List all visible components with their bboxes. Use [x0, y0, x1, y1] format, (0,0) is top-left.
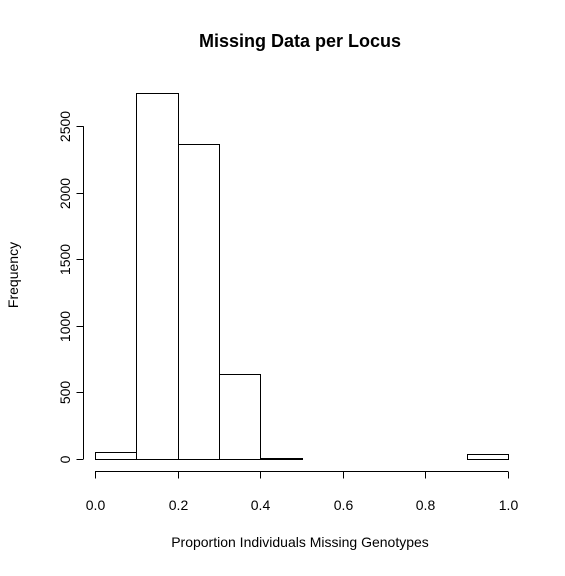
- histogram-bar: [260, 458, 303, 460]
- y-axis-label: Frequency: [5, 242, 21, 308]
- y-axis: 0 500 1000 1500 2000 2500: [57, 111, 84, 463]
- x-tick-label: 0.2: [169, 497, 189, 513]
- x-tick-label: 1.0: [499, 497, 519, 513]
- x-tick-label: 0.6: [334, 497, 354, 513]
- y-tick-label: 1500: [57, 244, 73, 275]
- bars-group: [95, 93, 509, 460]
- x-axis: 0.0 0.2 0.4 0.6 0.8 1.0: [86, 471, 519, 513]
- histogram-bar: [178, 144, 220, 460]
- x-tick-label: 0.0: [86, 497, 106, 513]
- y-tick-label: 1000: [57, 311, 73, 342]
- y-tick-label: 0: [57, 455, 73, 463]
- y-tick-label: 500: [57, 381, 73, 405]
- histogram-bar: [467, 454, 509, 460]
- histogram-bar: [95, 452, 137, 460]
- x-axis-label: Proportion Individuals Missing Genotypes: [171, 534, 429, 550]
- y-tick-label: 2000: [57, 178, 73, 209]
- x-tick-label: 0.8: [416, 497, 436, 513]
- histogram-bar: [136, 93, 179, 460]
- x-tick-label: 0.4: [251, 497, 271, 513]
- chart-title: Missing Data per Locus: [199, 31, 401, 51]
- histogram-bar: [219, 374, 261, 460]
- y-tick-label: 2500: [57, 111, 73, 142]
